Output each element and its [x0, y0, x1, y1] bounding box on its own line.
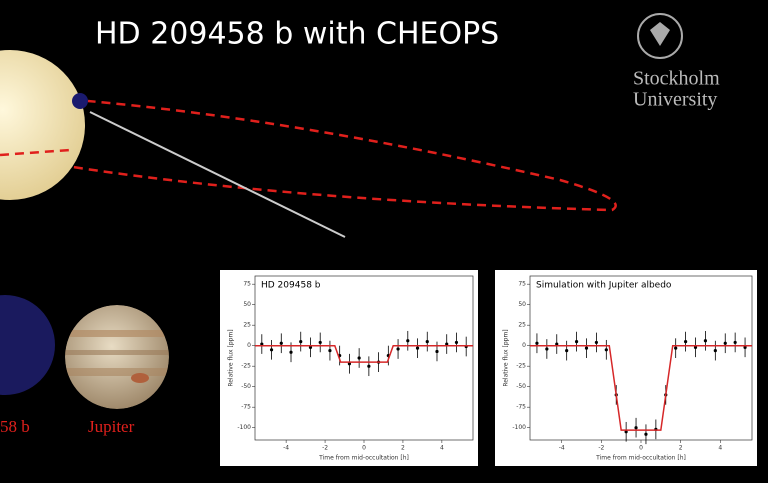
chart-title: HD 209458 b — [261, 281, 321, 291]
x-tick-label: 0 — [639, 445, 643, 452]
y-tick-label: 25 — [518, 322, 526, 329]
y-tick-label: 0 — [247, 342, 251, 349]
y-tick-label: -100 — [512, 424, 526, 431]
binned-point — [299, 340, 303, 344]
binned-point — [674, 346, 678, 350]
binned-point — [723, 341, 727, 345]
binned-point — [713, 349, 717, 353]
binned-point — [733, 340, 737, 345]
y-tick-label: -50 — [516, 383, 526, 390]
binned-point — [454, 340, 459, 345]
binned-point — [683, 340, 688, 344]
y-axis-label: Relative flux [ppm] — [228, 329, 235, 386]
binned-point — [644, 432, 648, 436]
binned-point — [347, 362, 352, 366]
slide-title: HD 209458 b with CHEOPS — [95, 17, 499, 52]
logo-emblem — [637, 13, 683, 59]
binned-point — [574, 340, 579, 344]
binned-point — [604, 348, 608, 352]
binned-point — [703, 339, 708, 343]
y-tick-label: -100 — [237, 424, 251, 431]
x-tick-label: 4 — [440, 445, 444, 452]
x-tick-label: -4 — [559, 445, 565, 452]
binned-point — [406, 339, 410, 343]
jupiter-band — [65, 350, 169, 355]
star — [0, 50, 85, 200]
plot-area — [529, 275, 753, 441]
binned-point — [584, 346, 589, 350]
binned-point — [565, 349, 569, 353]
jupiter-disk — [65, 305, 169, 409]
binned-point — [396, 347, 400, 351]
jupiter-band — [65, 330, 169, 337]
binned-point — [435, 349, 439, 354]
binned-point — [367, 364, 371, 368]
binned-point — [289, 350, 293, 354]
orbit-behind — [0, 148, 71, 157]
y-tick-label: -50 — [241, 383, 251, 390]
binned-point — [624, 430, 628, 434]
binned-point — [279, 341, 283, 345]
binned-point — [308, 345, 313, 349]
y-tick-label: -75 — [516, 404, 526, 411]
x-axis-label: Time from mid-occultation [h] — [595, 455, 686, 462]
y-tick-label: 50 — [243, 301, 251, 308]
binned-point — [445, 342, 449, 346]
great-red-spot — [131, 373, 149, 383]
y-tick-label: 25 — [243, 322, 251, 329]
jupiter — [65, 305, 169, 409]
y-tick-label: 50 — [518, 301, 526, 308]
jupiter-label: Jupiter — [88, 417, 135, 436]
x-tick-label: 2 — [401, 445, 405, 452]
binned-point — [357, 356, 361, 360]
orbit-front — [0, 99, 617, 212]
model-line — [530, 344, 752, 431]
binned-point — [743, 345, 747, 349]
planet — [72, 93, 88, 109]
model-line — [255, 344, 473, 363]
y-tick-label: 75 — [518, 281, 526, 288]
x-tick-label: 4 — [718, 445, 722, 452]
x-tick-label: -2 — [322, 445, 328, 452]
binned-point — [328, 349, 332, 353]
y-tick-label: 75 — [243, 281, 251, 288]
y-tick-label: -25 — [241, 363, 251, 370]
binned-point — [269, 348, 274, 352]
x-tick-label: 0 — [362, 445, 366, 452]
chart-title: Simulation with Jupiter albedo — [536, 281, 672, 291]
binned-point — [260, 342, 264, 346]
binned-point — [318, 340, 322, 345]
y-tick-label: -75 — [241, 404, 251, 411]
x-tick-label: -4 — [283, 445, 289, 452]
y-tick-label: 0 — [522, 342, 526, 349]
logo-text: Stockholm — [633, 68, 720, 90]
y-tick-label: -25 — [516, 363, 526, 370]
jupiter-band — [65, 368, 169, 376]
planet-large — [0, 295, 55, 395]
y-axis-label: Relative flux [ppm] — [503, 329, 510, 386]
binned-point — [545, 347, 549, 351]
logo-crest — [650, 22, 670, 46]
planet-label: 58 b — [0, 417, 30, 436]
x-tick-label: 2 — [679, 445, 683, 452]
x-tick-label: -2 — [598, 445, 604, 452]
pointer-line — [89, 111, 346, 238]
binned-point — [535, 341, 539, 345]
logo-text: University — [633, 89, 717, 111]
binned-point — [425, 340, 429, 344]
plot-area — [254, 275, 474, 441]
binned-point — [634, 426, 638, 430]
binned-point — [693, 345, 698, 349]
binned-point — [594, 340, 599, 345]
x-axis-label: Time from mid-occultation [h] — [318, 455, 409, 462]
binned-point — [555, 342, 559, 346]
binned-point — [415, 346, 420, 350]
